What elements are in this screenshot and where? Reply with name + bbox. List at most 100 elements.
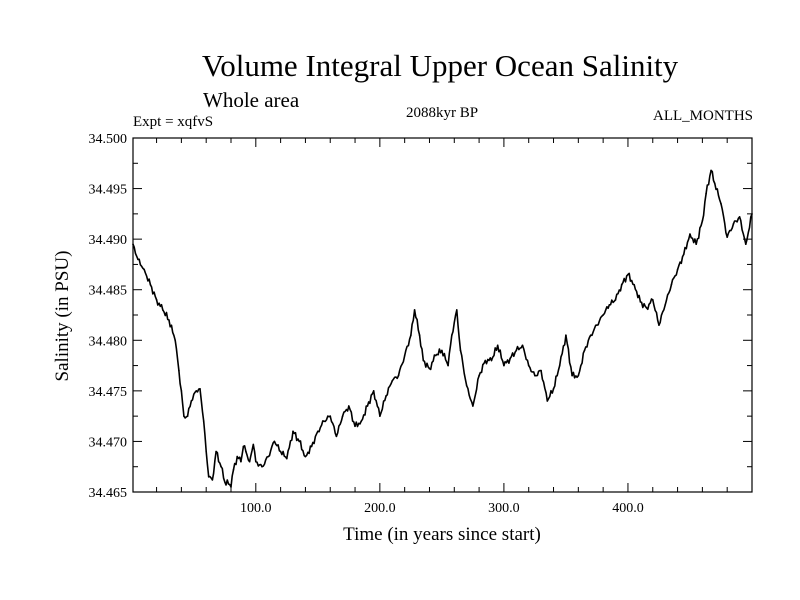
data-point [738,216,741,218]
x-tick-label: 200.0 [364,501,396,516]
data-point [207,476,210,478]
data-point [232,468,235,471]
data-point [558,364,561,367]
data-point [428,367,431,370]
data-point [589,334,592,337]
data-point [689,233,691,235]
experiment-label: Expt = xqfvS [133,114,214,130]
data-point [682,253,685,256]
data-point [245,450,247,453]
data-point [713,182,716,185]
data-point [199,388,201,390]
data-point [705,192,707,195]
data-point [596,324,598,326]
data-point [255,460,257,463]
y-tick-label: 34.480 [89,334,128,349]
data-point [267,455,270,458]
data-point [273,440,276,443]
data-point [348,405,350,407]
data-point [132,243,134,245]
series-line-salinity [132,169,753,488]
data-point [732,223,735,225]
data-point [651,299,654,301]
data-point [366,405,369,407]
data-point [202,420,205,423]
data-point [178,369,180,372]
data-point [720,202,722,205]
data-point [751,213,753,215]
data-point [521,344,524,347]
data-point [447,364,449,367]
x-tick-label: 300.0 [488,501,520,516]
data-point [220,465,222,468]
data-point [472,405,474,407]
data-point [577,374,580,377]
data-point [223,481,226,483]
x-tick-label: 100.0 [240,501,272,516]
data-point [565,334,567,337]
data-point [658,324,660,326]
data-point [726,236,728,238]
chart-subtitle: Whole area [203,88,300,112]
y-tick-label: 34.490 [89,233,128,248]
data-point [620,283,623,286]
data-point [215,450,217,453]
data-point [180,390,183,392]
data-point [639,301,642,303]
data-point [744,243,747,245]
data-point [341,415,344,417]
data-point [190,400,193,402]
data-point [137,258,139,261]
data-point [317,430,319,433]
data-point [304,455,307,458]
data-point [465,385,468,387]
chart-title: Volume Integral Upper Ocean Salinity [201,48,679,83]
x-axis-label: Time (in years since start) [343,524,541,545]
data-point [503,364,505,367]
data-point [211,479,214,481]
data-point [248,460,251,463]
data-point [418,334,421,337]
y-tick-label: 34.465 [89,486,128,501]
data-point [546,400,549,402]
data-point [323,420,325,423]
data-point [478,374,480,377]
data-point [670,283,673,286]
data-point [664,304,666,306]
data-point [455,309,458,311]
period-label: 2088kyr BP [405,105,479,121]
y-tick-label: 34.495 [89,183,128,198]
data-point [261,465,263,468]
data-point [422,359,425,362]
data-point [391,379,394,382]
data-point [441,349,443,352]
data-point [183,415,185,417]
data-point [372,390,375,392]
data-point [534,374,536,377]
plot-frame [132,137,753,493]
data-point [410,334,412,337]
data-point [701,220,704,222]
data-point [403,354,406,357]
months-label: ALL_MONTHS [653,108,753,124]
data-point [614,299,617,301]
data-point [286,457,288,460]
y-tick-label: 34.485 [89,284,128,299]
data-point [540,369,542,372]
data-point [379,415,381,417]
y-tick-label: 34.500 [89,132,128,147]
data-point [149,283,152,286]
data-point [360,420,363,423]
x-tick-label: 400.0 [612,501,644,516]
data-point [710,169,712,172]
data-point [633,283,635,286]
data-point [227,483,230,485]
y-tick-label: 34.475 [89,385,128,400]
data-point [310,445,313,448]
data-point [168,319,170,321]
data-point [552,388,555,390]
data-point [236,455,239,458]
data-point [279,450,282,453]
data-point [459,349,462,352]
